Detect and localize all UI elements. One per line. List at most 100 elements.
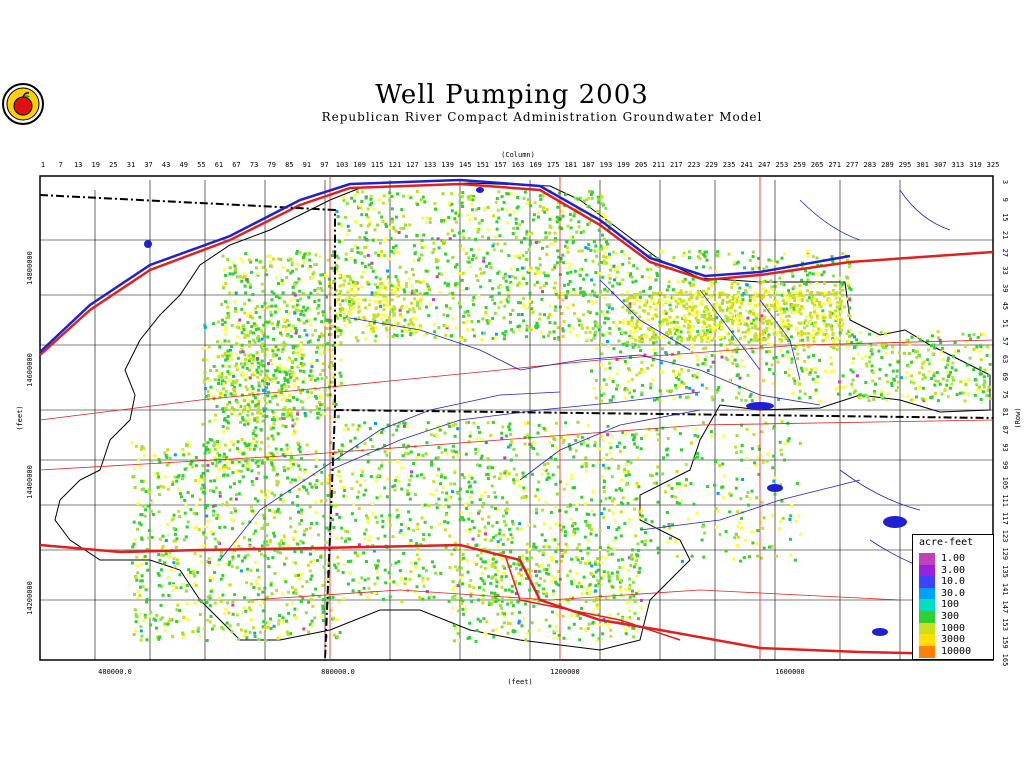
pumping-cell: [521, 276, 525, 280]
pumping-cell: [293, 478, 297, 482]
pumping-cell: [254, 311, 258, 314]
pumping-cell: [329, 363, 333, 367]
pumping-cell: [591, 327, 595, 330]
pumping-cell: [738, 311, 742, 315]
pumping-cell: [590, 528, 594, 532]
pumping-cell: [561, 327, 565, 331]
pumping-cell: [597, 272, 601, 276]
pumping-cell: [789, 514, 793, 518]
pumping-cell: [603, 287, 607, 291]
pumping-cell: [473, 217, 477, 221]
pumping-cell: [304, 611, 308, 615]
pumping-cell: [271, 349, 275, 353]
pumping-cell: [417, 574, 421, 578]
pumping-cell: [376, 576, 380, 580]
pumping-cell: [502, 621, 506, 625]
pumping-cell: [203, 377, 207, 381]
pumping-cell: [586, 559, 590, 563]
pumping-cell: [362, 586, 366, 590]
pumping-cell: [523, 190, 527, 194]
pumping-cell: [232, 519, 235, 523]
pumping-cell: [605, 382, 608, 386]
pumping-cell: [505, 474, 508, 478]
pumping-cell: [551, 610, 554, 614]
pumping-cell: [878, 367, 882, 371]
pumping-cell: [263, 505, 267, 509]
pumping-cell: [241, 373, 245, 377]
pumping-cell: [591, 289, 595, 293]
pumping-cell: [215, 369, 219, 373]
pumping-cell: [691, 277, 695, 281]
pumping-cell: [432, 595, 436, 599]
pumping-cell: [528, 291, 532, 295]
pumping-cell: [616, 612, 620, 616]
pumping-cell: [422, 233, 426, 237]
pumping-cell: [752, 433, 756, 436]
pumping-cell: [273, 310, 277, 314]
pumping-cell: [584, 337, 588, 341]
pumping-cell: [780, 256, 784, 260]
pumping-cell: [486, 477, 490, 481]
pumping-cell: [247, 418, 251, 422]
pumping-cell: [435, 502, 439, 506]
pumping-cell: [630, 316, 634, 320]
pumping-cell: [349, 256, 353, 260]
pumping-cell: [201, 471, 205, 475]
pumping-cell: [391, 433, 395, 437]
pumping-cell: [281, 348, 285, 352]
pumping-cell: [146, 504, 150, 508]
pumping-cell: [299, 457, 303, 461]
pumping-cell: [331, 254, 334, 258]
pumping-cell: [458, 497, 462, 501]
pumping-cell: [438, 428, 442, 432]
pumping-cell: [272, 416, 276, 420]
pumping-cell: [606, 543, 610, 547]
pumping-cell: [849, 368, 853, 372]
pumping-cell: [164, 475, 167, 479]
pumping-cell: [248, 311, 252, 315]
pumping-cell: [716, 491, 720, 495]
pumping-cell: [374, 421, 377, 425]
pumping-cell: [182, 615, 186, 619]
pumping-cell: [237, 554, 241, 558]
pumping-cell: [762, 379, 765, 383]
pumping-cell: [321, 619, 325, 622]
pumping-cell: [290, 360, 294, 363]
pumping-cell: [253, 635, 257, 638]
pumping-cell: [541, 290, 544, 293]
pumping-cell: [402, 226, 406, 230]
pumping-cell: [143, 453, 147, 457]
pumping-cell: [537, 423, 541, 427]
pumping-cell: [415, 526, 419, 530]
pumping-cell: [811, 377, 815, 381]
pumping-cell: [253, 529, 257, 533]
pumping-cell: [230, 565, 234, 569]
pumping-cell: [281, 616, 285, 620]
pumping-cell: [262, 334, 266, 338]
pumping-cell: [705, 329, 709, 333]
pumping-cell: [725, 316, 729, 320]
pumping-cell: [170, 568, 173, 572]
pumping-cell: [538, 271, 542, 275]
pumping-cell: [708, 330, 712, 333]
pumping-cell: [273, 510, 277, 514]
pumping-cell: [267, 362, 270, 366]
pumping-cell: [319, 615, 323, 619]
pumping-cell: [324, 498, 328, 502]
pumping-cell: [316, 377, 320, 381]
pumping-cell: [139, 638, 143, 642]
pumping-cell: [280, 387, 284, 391]
pumping-cell: [443, 431, 447, 435]
pumping-cell: [390, 217, 394, 221]
pumping-cell: [228, 400, 232, 404]
pumping-cell: [198, 635, 202, 639]
pumping-cell: [193, 552, 197, 555]
pumping-cell: [491, 298, 494, 302]
pumping-cell: [753, 351, 756, 354]
pumping-cell: [344, 423, 348, 427]
pumping-cell: [500, 625, 504, 629]
pumping-cell: [369, 197, 373, 201]
pumping-cell: [221, 364, 225, 368]
pumping-cell: [202, 380, 206, 384]
pumping-cell: [388, 448, 392, 452]
